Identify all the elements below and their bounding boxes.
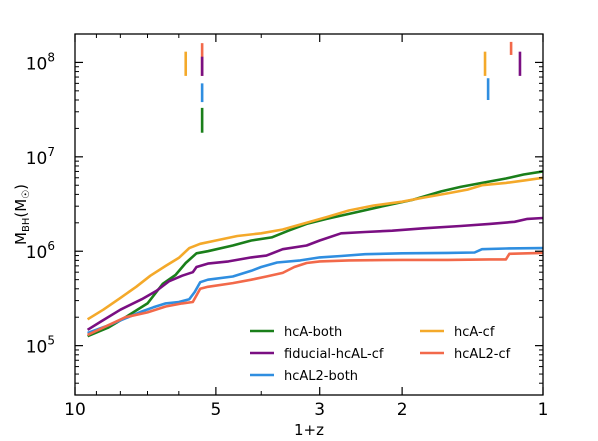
- legend-label: hcA-both: [284, 325, 342, 340]
- series-layer: [86, 170, 543, 338]
- y-axis-label-sub: BH: [21, 218, 32, 232]
- legend-label: hcA-cf: [454, 325, 495, 340]
- series-line-hcAL2-both: [87, 246, 543, 335]
- plot-frame: [74, 33, 544, 396]
- legend-label: hcAL2-both: [284, 369, 358, 384]
- x-axis-label: 1+z: [294, 421, 324, 439]
- x-tick-label: 2: [397, 400, 408, 420]
- series-line-hcAL2-cf: [87, 251, 543, 337]
- legend: hcA-both fiducial-hcAL-cf hcAL2-both hcA-cf…: [250, 325, 511, 384]
- legend-label: hcAL2-cf: [454, 347, 511, 362]
- marker-layer: [184, 41, 522, 133]
- legend-entry-hcAL2-cf: hcAL2-cf: [420, 347, 511, 362]
- legend-entry-hcA-cf: hcA-cf: [420, 325, 495, 340]
- x-tick-label: 1: [538, 400, 549, 420]
- legend-entry-hcAL2-both: hcAL2-both: [250, 369, 358, 384]
- y-axis-label-sun: ☉: [21, 190, 32, 199]
- y-axis-label-unit: (M: [12, 199, 30, 218]
- legend-label: fiducial-hcAL-cf: [284, 347, 384, 362]
- legend-entry-fiducial-hcAL-cf: fiducial-hcAL-cf: [250, 347, 384, 362]
- y-tick-label: 108: [26, 50, 55, 74]
- x-tick-label: 10: [64, 400, 86, 420]
- y-tick-label: 105: [26, 334, 55, 358]
- tick-layer: [74, 33, 544, 396]
- y-tick-label: 106: [26, 239, 55, 263]
- y-axis-label-close: ): [12, 184, 30, 190]
- series-line-fiducial-hcAL-cf: [86, 216, 543, 331]
- legend-entry-hcA-both: hcA-both: [250, 325, 342, 340]
- y-axis-label-main: M: [12, 232, 30, 245]
- y-tick-label: 107: [26, 145, 55, 169]
- x-tick-label: 3: [314, 400, 325, 420]
- x-tick-label: 5: [210, 400, 221, 420]
- y-axis-label: MBH(M☉): [12, 184, 32, 245]
- series-line-hcA-cf: [86, 176, 543, 321]
